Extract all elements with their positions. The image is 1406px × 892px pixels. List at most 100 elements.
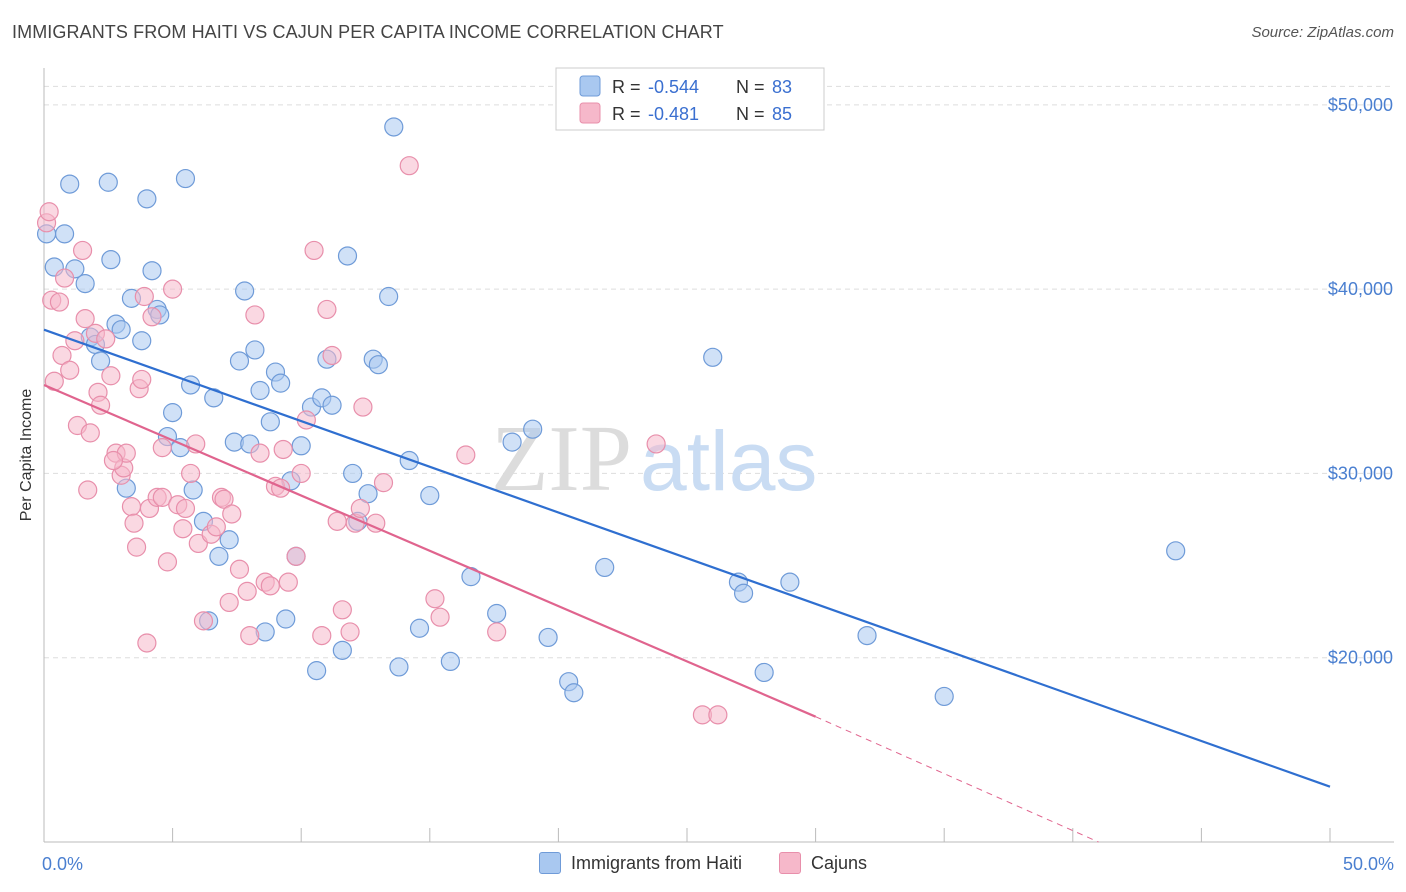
- legend-n-label-haiti: N =: [736, 77, 765, 97]
- haiti-point: [291, 436, 311, 456]
- haiti-point: [245, 340, 265, 360]
- cajun-point: [708, 705, 728, 725]
- cajun-point: [250, 443, 270, 463]
- cajun-point: [152, 438, 172, 458]
- legend-n-value-cajun: 85: [772, 104, 792, 124]
- x-tick-label: 50.0%: [1343, 854, 1394, 874]
- cajun-point: [278, 572, 298, 592]
- cajun-point: [137, 633, 157, 653]
- haiti-point: [101, 250, 121, 270]
- cajun-point: [219, 592, 239, 613]
- cajun-point: [126, 537, 147, 557]
- haiti-point: [219, 530, 239, 550]
- cajun-point: [353, 397, 373, 417]
- cajun-point: [273, 439, 293, 460]
- haiti-point: [250, 380, 270, 401]
- cajun-point: [222, 504, 242, 524]
- cajun-point: [49, 292, 70, 312]
- haiti-point: [142, 261, 162, 281]
- watermark: ZIP atlas: [491, 407, 817, 511]
- chart-title: IMMIGRANTS FROM HAITI VS CAJUN PER CAPIT…: [12, 22, 724, 42]
- cajun-point: [340, 622, 360, 642]
- haiti-point: [538, 627, 558, 648]
- legend-n-value-haiti: 83: [772, 77, 792, 97]
- cajun-point: [101, 366, 121, 386]
- haiti-point: [502, 432, 522, 452]
- cajun-point: [245, 305, 265, 325]
- y-tick-label: $50,000: [1328, 95, 1393, 115]
- cajun-point: [399, 156, 419, 176]
- cajun-point: [163, 279, 183, 299]
- cajun-point: [157, 552, 178, 572]
- bottom-legend-label-cajun: Cajuns: [811, 852, 868, 873]
- cajun-point: [181, 463, 201, 484]
- y-tick-label: $20,000: [1328, 648, 1393, 668]
- bottom-legend-swatch-haiti: [538, 852, 561, 874]
- cajun-point: [322, 345, 342, 366]
- bottom-legend-swatch-cajun: [779, 852, 801, 874]
- legend-r-value-haiti: -0.544: [648, 77, 699, 97]
- haiti-point: [235, 281, 255, 301]
- legend-swatch-cajun: [579, 102, 601, 124]
- haiti-point: [487, 603, 507, 624]
- haiti-point: [595, 557, 615, 578]
- haiti-point: [132, 331, 152, 351]
- x-tick-label: 0.0%: [42, 854, 83, 874]
- cajun-point: [175, 498, 196, 519]
- series-immigrants-from-haiti: [36, 117, 1186, 707]
- legend-r-label-cajun: R =: [612, 104, 641, 124]
- bottom-legend-item-cajun: Cajuns: [779, 852, 867, 874]
- haiti-point: [90, 351, 111, 371]
- cajun-point: [271, 478, 291, 498]
- legend-r-label-haiti: R =: [612, 77, 641, 97]
- cajun-point: [291, 463, 311, 484]
- haiti-point: [733, 583, 754, 603]
- haiti-point: [276, 609, 296, 629]
- cajun-point: [132, 369, 152, 390]
- cajun-point: [260, 576, 280, 596]
- haiti-point: [322, 395, 342, 415]
- cajun-point: [80, 423, 100, 443]
- y-tick-label: $30,000: [1328, 463, 1393, 483]
- bottom-legend: Immigrants from Haiti Cajuns: [0, 852, 1406, 879]
- haiti-point: [175, 168, 196, 189]
- cajun-point: [39, 202, 59, 222]
- haiti-point: [1166, 541, 1186, 561]
- haiti-point: [271, 373, 291, 393]
- haiti-point: [337, 246, 358, 266]
- cajun-point: [373, 473, 394, 493]
- haiti-point: [137, 189, 157, 209]
- haiti-point: [523, 419, 543, 439]
- cajun-point: [312, 625, 332, 646]
- cajun-point: [124, 513, 144, 533]
- cajun-point: [317, 299, 337, 320]
- bottom-legend-item-haiti: Immigrants from Haiti: [538, 852, 742, 874]
- haiti-point: [343, 463, 363, 484]
- trendline-haiti: [43, 328, 1331, 788]
- cajun-point: [142, 307, 162, 327]
- x-tick-labels: 0.0% 50.0%: [42, 854, 1394, 874]
- cajun-point: [237, 581, 257, 601]
- legend-swatch-haiti: [579, 75, 601, 97]
- haiti-point: [229, 351, 250, 371]
- cajun-point: [646, 434, 666, 454]
- cajun-point: [96, 329, 116, 349]
- haiti-point: [420, 485, 440, 506]
- haiti-point: [111, 320, 131, 340]
- bottom-legend-label-haiti: Immigrants from Haiti: [570, 852, 742, 873]
- y-tick-label: $40,000: [1328, 279, 1393, 299]
- cajun-point: [350, 498, 370, 519]
- trendlines: [43, 328, 1331, 843]
- axes: [43, 68, 1394, 843]
- cajun-point: [103, 450, 124, 471]
- haiti-point: [780, 572, 800, 592]
- haiti-point: [857, 625, 877, 646]
- cajun-point: [430, 607, 450, 627]
- haiti-point: [183, 480, 203, 500]
- chart-source: Source: ZipAtlas.com: [1251, 24, 1394, 41]
- cajun-point: [487, 622, 507, 642]
- cajun-point: [121, 497, 142, 517]
- haiti-point: [389, 657, 409, 677]
- cajun-point: [240, 625, 260, 646]
- haiti-point: [934, 686, 954, 707]
